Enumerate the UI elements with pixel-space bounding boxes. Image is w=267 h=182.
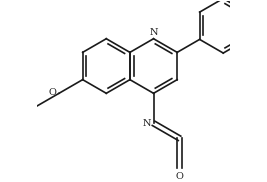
Text: N: N — [149, 28, 158, 37]
Text: N: N — [142, 119, 151, 128]
Text: O: O — [49, 88, 57, 97]
Text: O: O — [176, 172, 183, 181]
